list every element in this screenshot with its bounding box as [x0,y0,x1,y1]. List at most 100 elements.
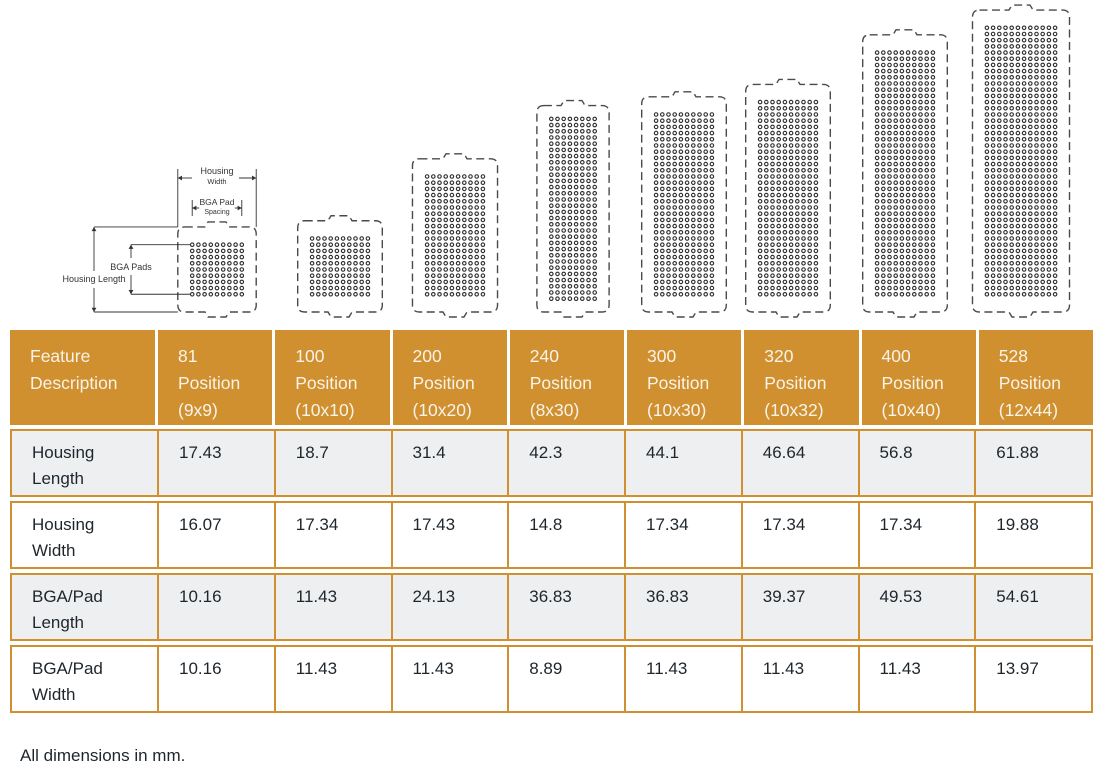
dimension-value: 11.43 [412,659,454,678]
value-cell: 18.7 [273,431,391,495]
text-line: 200 [412,346,442,366]
dimension-value: 44.1 [646,443,680,462]
bga-pad-spacing-label: Spacing [204,209,229,216]
dimension-value: 56.8 [879,443,913,462]
dimensions-table: Feature Description 81 Position (9x9) 100 Posi… [10,330,1093,713]
table-row: Housing Width 16.07 17.34 17.43 14.8 17.34 17.3… [10,501,1093,569]
dimension-value: 17.34 [646,515,689,534]
value-cell: 46.64 [740,431,858,495]
bga-pads-label: BGA Pads [110,262,152,272]
bga-package-528 [971,4,1071,318]
value-cell: 24.13 [390,575,508,639]
text-line: BGA/Pad [32,659,103,678]
dimension-value: 31.4 [412,443,446,462]
text-line: 400 [881,346,911,366]
dimension-value: 49.53 [879,587,923,606]
text-line: Housing [32,515,95,534]
text-line: (10x30) [647,400,707,420]
header-cell-position: 300 Position (10x30) [624,330,741,425]
row-label-cell: BGA/Pad Width [12,647,157,711]
dimension-value: 10.16 [179,659,222,678]
row-label-cell: BGA/Pad Length [12,575,157,639]
text-line: Position [178,373,241,393]
dimension-value: 17.34 [762,515,806,534]
dimension-value: 11.43 [762,659,805,678]
dimension-value: 16.07 [179,515,222,534]
value-cell: 49.53 [857,575,975,639]
text-line: Width [32,541,76,560]
value-cell: 11.43 [740,647,858,711]
value-cell: 10.16 [157,575,274,639]
text-line: 528 [998,346,1028,366]
value-cell: 17.34 [857,503,975,567]
text-line: Feature [30,346,91,366]
dimension-value: 14.8 [529,515,563,534]
text-line: (10x40) [881,400,941,420]
text-line: Position [295,373,358,393]
value-cell: 17.34 [624,503,741,567]
housing-width-label: Housing [200,166,233,176]
value-cell: 44.1 [624,431,741,495]
dimension-value: 36.83 [646,587,689,606]
text-line: (8x30) [529,400,580,420]
bga-package-240 [536,99,610,318]
value-cell: 31.4 [390,431,508,495]
value-cell: 17.34 [273,503,391,567]
text-line: 300 [647,346,677,366]
dimension-value: 13.97 [996,659,1039,678]
text-line: Length [32,469,84,488]
bga-package-300 [640,91,728,318]
text-line: 240 [529,346,559,366]
text-line: Position [998,373,1062,393]
bga-pad-spacing-label: BGA Pad [200,197,235,207]
header-cell-position: 100 Position (10x10) [272,330,389,425]
dimension-value: 10.16 [179,587,222,606]
dimension-value: 17.43 [179,443,222,462]
dimension-value: 42.3 [529,443,563,462]
value-cell: 11.43 [390,647,508,711]
value-cell: 11.43 [273,575,391,639]
text-line: Position [529,373,593,393]
text-line: Width [32,685,76,704]
value-cell: 11.43 [857,647,975,711]
dimension-value: 11.43 [295,587,338,606]
value-cell: 16.07 [157,503,274,567]
header-cell-position: 400 Position (10x40) [858,330,976,425]
text-line: Position [412,373,475,393]
dimension-value: 19.88 [996,515,1039,534]
text-line: 100 [295,346,325,366]
dimension-value: 39.37 [762,587,806,606]
header-cell-position: 81 Position (9x9) [155,330,272,425]
value-cell: 54.61 [974,575,1091,639]
text-line: 320 [764,346,794,366]
bga-package-100 [296,215,384,318]
header-cell-position: 320 Position (10x32) [741,330,858,425]
text-line: Length [32,613,84,632]
text-line: BGA/Pad [32,587,103,606]
table-header-row: Feature Description 81 Position (9x9) 100 Posi… [10,330,1093,425]
value-cell: 14.8 [507,503,624,567]
value-cell: 13.97 [974,647,1091,711]
header-cell-position: 240 Position (8x30) [506,330,624,425]
value-cell: 10.16 [157,647,274,711]
value-cell: 36.83 [624,575,741,639]
text-line: (12x44) [998,400,1059,420]
dimension-value: 18.7 [295,443,329,462]
text-line: (10x32) [764,400,824,420]
value-cell: 39.37 [740,575,858,639]
text-line: (9x9) [178,400,218,420]
value-cell: 42.3 [507,431,624,495]
value-cell: 8.89 [507,647,624,711]
row-label-cell: Housing Length [12,431,157,495]
value-cell: 17.43 [157,431,274,495]
dimension-value: 17.43 [412,515,456,534]
table-row: BGA/Pad Width 10.16 11.43 11.43 8.89 11.43 11.4… [10,645,1093,713]
value-cell: 36.83 [507,575,624,639]
dimension-value: 54.61 [996,587,1039,606]
dimension-value: 61.88 [996,443,1039,462]
table-row: BGA/Pad Length 10.16 11.43 24.13 36.83 36.83 39… [10,573,1093,641]
value-cell: 56.8 [857,431,975,495]
value-cell: 17.43 [390,503,508,567]
